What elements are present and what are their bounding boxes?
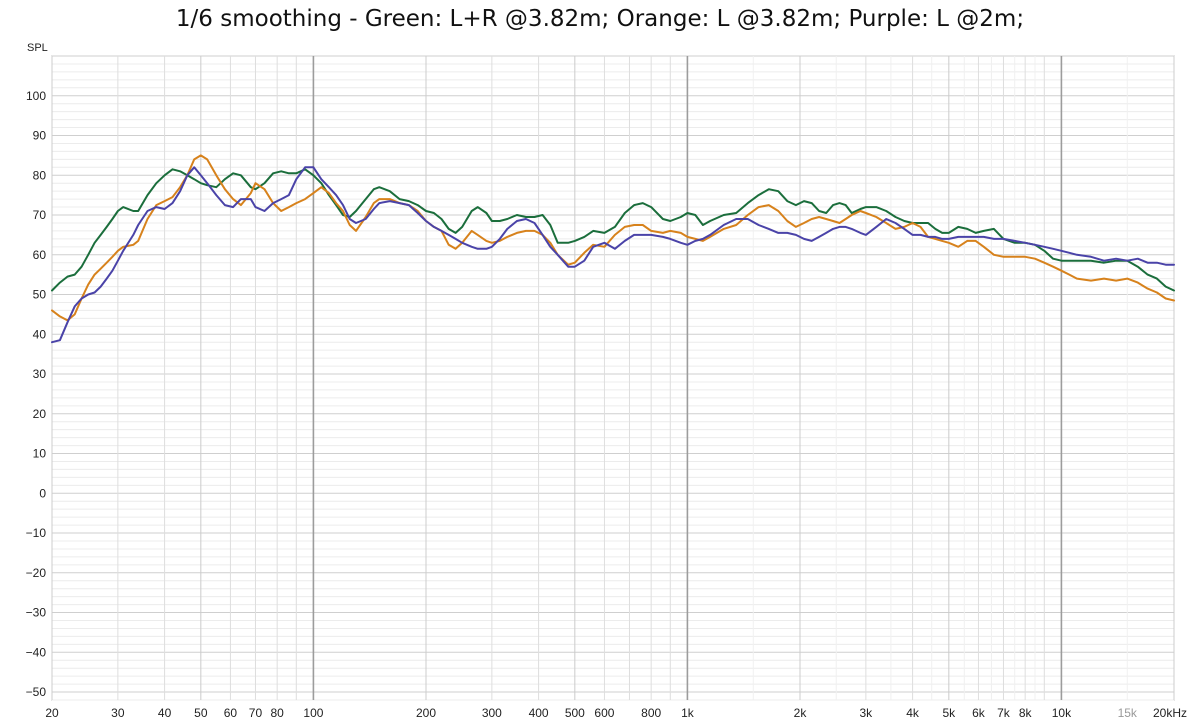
- y-axis-label: SPL: [27, 42, 48, 54]
- y-tick-label: −40: [26, 645, 47, 659]
- y-tick-label: 20: [33, 407, 47, 421]
- series-lines: [51, 154, 1175, 344]
- series-line-2: [51, 154, 1175, 322]
- y-tick-label: 50: [33, 288, 47, 302]
- x-tick-label: 20: [45, 706, 59, 720]
- y-tick-label: 80: [33, 168, 47, 182]
- x-tick-label: 30: [111, 706, 125, 720]
- x-tick-label: 2k: [794, 706, 808, 720]
- x-tick-label: 80: [270, 706, 284, 720]
- y-tick-label: −50: [26, 685, 47, 699]
- x-tick-label: 300: [482, 706, 502, 720]
- x-tick-label: 100: [303, 706, 323, 720]
- x-tick-label: 40: [158, 706, 172, 720]
- y-tick-label: 10: [33, 447, 47, 461]
- y-tick-label: 60: [33, 248, 47, 262]
- y-tick-label: 30: [33, 367, 47, 381]
- x-tick-label: 4k: [906, 706, 920, 720]
- plot-frame: [51, 55, 1175, 701]
- x-tick-label: 800: [641, 706, 661, 720]
- x-tick-label: 5k: [942, 706, 956, 720]
- y-tick-label: −30: [26, 606, 47, 620]
- x-tick-label: 8k: [1019, 706, 1033, 720]
- y-tick-label: 40: [33, 327, 47, 341]
- x-tick-label: 7k: [997, 706, 1011, 720]
- x-tick-label: 15k: [1118, 706, 1138, 720]
- y-tick-label: 90: [33, 129, 47, 143]
- x-tick-label: 500: [565, 706, 585, 720]
- series-line-3: [51, 166, 1175, 344]
- x-tick-label: 60: [224, 706, 238, 720]
- y-tick-label: −20: [26, 566, 47, 580]
- x-tick-label: 70: [249, 706, 263, 720]
- x-tick-label: 400: [529, 706, 549, 720]
- x-tick-label: 200: [416, 706, 436, 720]
- x-tick-label: 3k: [860, 706, 874, 720]
- x-tick-label: 20kHz: [1153, 706, 1187, 720]
- x-tick-label: 10k: [1052, 706, 1072, 720]
- y-tick-label: −10: [26, 526, 47, 540]
- grid-lines: [51, 55, 1175, 701]
- x-tick-label: 6k: [972, 706, 986, 720]
- y-tick-label: 0: [39, 486, 46, 500]
- x-tick-label: 1k: [681, 706, 695, 720]
- y-tick-label: 100: [26, 89, 46, 103]
- y-tick-label: 70: [33, 208, 47, 222]
- x-tick-label: 600: [594, 706, 614, 720]
- x-tick-label: 50: [194, 706, 208, 720]
- chart-title: 1/6 smoothing - Green: L+R @3.82m; Orang…: [175, 6, 1025, 32]
